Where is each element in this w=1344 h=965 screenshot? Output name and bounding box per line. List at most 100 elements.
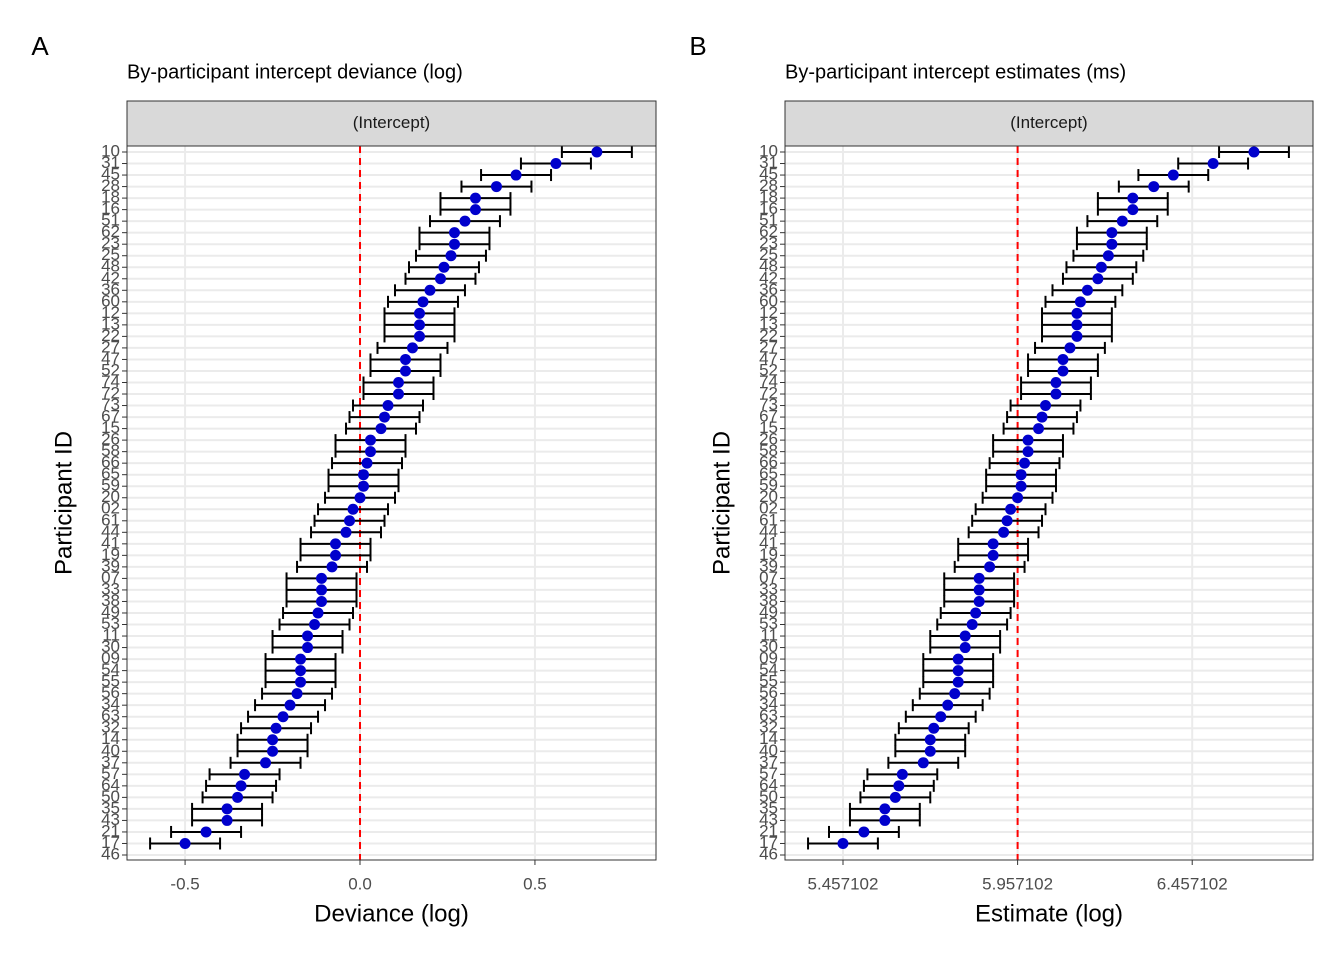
point	[448, 227, 460, 239]
point	[1081, 284, 1093, 296]
y-tick-label: 43	[759, 810, 778, 829]
point	[1040, 400, 1052, 412]
point	[1036, 411, 1048, 423]
y-tick-label: 52	[101, 360, 120, 379]
point	[1106, 238, 1118, 250]
point	[1005, 503, 1017, 515]
x-tick-label: 6.457102	[1157, 874, 1228, 893]
y-tick-label: 28	[759, 176, 778, 195]
y-tick-label: 74	[759, 372, 778, 391]
y-tick-label: 62	[101, 222, 120, 241]
point	[399, 365, 411, 377]
y-tick-label: 57	[759, 764, 778, 783]
y-tick-label: 31	[759, 153, 778, 172]
y-tick-label: 73	[759, 395, 778, 414]
point	[358, 480, 370, 492]
y-tick-label: 66	[101, 453, 120, 472]
point	[879, 803, 891, 815]
point	[510, 169, 522, 181]
point	[347, 503, 359, 515]
y-tick-label: 13	[101, 314, 120, 333]
point	[1015, 469, 1027, 481]
point	[987, 538, 999, 550]
y-tick-label: 34	[759, 695, 778, 714]
y-tick-label: 22	[759, 326, 778, 345]
point	[1064, 342, 1076, 354]
y-tick-label: 45	[101, 165, 120, 184]
point	[365, 446, 377, 458]
y-tick-label: 36	[101, 280, 120, 299]
point	[392, 388, 404, 400]
y-tick-label: 58	[101, 441, 120, 460]
point	[952, 676, 964, 688]
y-tick-label: 16	[101, 199, 120, 218]
y-tick-label: 73	[101, 395, 120, 414]
point	[375, 423, 387, 435]
point	[295, 676, 307, 688]
point	[959, 630, 971, 642]
y-tick-label: 45	[759, 165, 778, 184]
y-tick-label: 15	[101, 418, 120, 437]
point	[984, 561, 996, 573]
point	[361, 457, 373, 469]
point	[179, 837, 191, 849]
point	[1050, 388, 1062, 400]
y-tick-label: 53	[759, 614, 778, 633]
y-tick-label: 30	[101, 637, 120, 656]
point	[1022, 434, 1034, 446]
point	[469, 204, 481, 216]
point	[952, 653, 964, 665]
point	[949, 688, 961, 700]
y-tick-label: 16	[759, 199, 778, 218]
point	[1127, 192, 1139, 204]
y-tick-label: 23	[101, 234, 120, 253]
point	[973, 595, 985, 607]
y-tick-label: 50	[101, 787, 120, 806]
point	[1071, 307, 1083, 319]
point	[1001, 515, 1013, 527]
y-tick-label: 13	[759, 314, 778, 333]
y-tick-label: 18	[759, 188, 778, 207]
y-tick-label: 20	[101, 487, 120, 506]
point	[1012, 492, 1024, 504]
y-tick-label: 42	[101, 268, 120, 287]
y-tick-label: 52	[759, 360, 778, 379]
y-tick-label: 26	[759, 430, 778, 449]
y-tick-label: 14	[759, 729, 778, 748]
y-tick-label: 49	[101, 602, 120, 621]
point	[591, 146, 603, 158]
point	[893, 780, 905, 792]
panel-label: A	[31, 31, 49, 61]
point	[312, 607, 324, 619]
panel-label: B	[689, 31, 706, 61]
y-tick-label: 64	[101, 775, 120, 794]
y-tick-label: 36	[759, 280, 778, 299]
point	[445, 250, 457, 262]
point	[1127, 204, 1139, 216]
y-tick-label: 12	[759, 303, 778, 322]
point	[1074, 296, 1086, 308]
point	[291, 688, 303, 700]
y-tick-label: 55	[759, 672, 778, 691]
y-tick-label: 02	[759, 499, 778, 518]
y-tick-label: 57	[101, 764, 120, 783]
point	[1071, 330, 1083, 342]
y-axis-label: Participant ID	[50, 431, 77, 575]
x-tick-label: 5.957102	[982, 874, 1053, 893]
point	[917, 757, 929, 769]
point	[490, 181, 502, 193]
y-tick-label: 11	[760, 626, 778, 645]
y-tick-label: 40	[101, 741, 120, 760]
point	[295, 665, 307, 677]
y-tick-label: 67	[759, 407, 778, 426]
y-tick-label: 09	[759, 649, 778, 668]
point	[326, 561, 338, 573]
plot-area	[785, 146, 1313, 860]
y-tick-label: 10	[759, 141, 778, 160]
point	[1248, 146, 1260, 158]
point	[316, 584, 328, 596]
y-tick-label: 54	[101, 660, 120, 679]
y-tick-label: 12	[101, 303, 120, 322]
y-tick-label: 46	[759, 844, 778, 863]
